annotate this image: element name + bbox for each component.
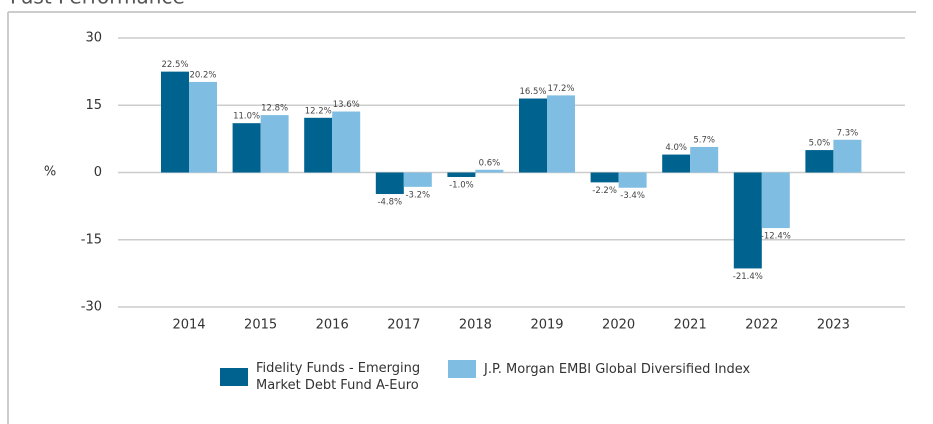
value-label: 20.2% bbox=[189, 70, 216, 80]
value-label: -3.2% bbox=[405, 190, 430, 200]
value-label: 17.2% bbox=[547, 84, 574, 94]
value-label: 13.6% bbox=[333, 100, 360, 110]
bar bbox=[375, 172, 404, 195]
bar bbox=[403, 172, 432, 187]
bar bbox=[618, 172, 647, 188]
x-tick-label: 2015 bbox=[244, 318, 277, 333]
y-tick-label: 30 bbox=[85, 31, 102, 46]
value-label: 11.0% bbox=[233, 112, 260, 122]
y-tick-label: -30 bbox=[81, 300, 102, 315]
bar bbox=[260, 115, 289, 173]
y-tick-label: -15 bbox=[81, 232, 102, 247]
x-tick-label: 2016 bbox=[316, 318, 349, 333]
bar bbox=[232, 123, 261, 173]
value-label: 5.7% bbox=[693, 135, 715, 145]
legend-label: Fidelity Funds - Emerging Market Debt Fu… bbox=[256, 361, 421, 393]
value-label: -12.4% bbox=[761, 232, 791, 242]
y-tick-label: 0 bbox=[94, 165, 102, 180]
bar bbox=[547, 95, 575, 173]
value-label: 7.3% bbox=[837, 128, 859, 138]
bar bbox=[161, 71, 189, 173]
bar bbox=[690, 146, 719, 173]
value-label: 22.5% bbox=[161, 60, 188, 70]
legend-swatch bbox=[220, 368, 248, 386]
bar bbox=[761, 172, 790, 229]
value-label: 4.0% bbox=[665, 143, 687, 153]
x-tick-label: 2020 bbox=[602, 318, 635, 333]
bar bbox=[447, 172, 476, 177]
chart-title: Past Performance bbox=[10, 0, 185, 9]
x-tick-label: 2017 bbox=[387, 318, 420, 333]
value-label: -21.4% bbox=[733, 272, 763, 282]
bar bbox=[833, 139, 862, 173]
x-tick-label: 2023 bbox=[817, 318, 850, 333]
value-label: -1.0% bbox=[449, 180, 474, 190]
value-label: 16.5% bbox=[519, 87, 546, 97]
legend-swatch bbox=[448, 360, 476, 378]
x-tick-label: 2021 bbox=[674, 318, 707, 333]
value-label: 5.0% bbox=[809, 139, 831, 149]
value-label: 0.6% bbox=[479, 158, 501, 168]
x-tick-label: 2019 bbox=[530, 318, 563, 333]
y-axis-label: % bbox=[44, 165, 56, 180]
bar bbox=[805, 150, 834, 173]
y-tick-label: 15 bbox=[85, 98, 102, 113]
legend-item: Fidelity Funds - Emerging Market Debt Fu… bbox=[220, 360, 456, 394]
legend-item: J.P. Morgan EMBI Global Diversified Inde… bbox=[448, 360, 754, 378]
legend-label: J.P. Morgan EMBI Global Diversified Inde… bbox=[484, 361, 751, 377]
x-tick-label: 2022 bbox=[745, 318, 778, 333]
value-label: -2.2% bbox=[592, 186, 617, 196]
value-label: -3.4% bbox=[620, 191, 645, 201]
value-label: 12.8% bbox=[261, 104, 288, 114]
bar bbox=[662, 154, 691, 173]
bar bbox=[332, 111, 361, 173]
bar bbox=[590, 172, 619, 183]
bar bbox=[733, 172, 762, 269]
x-tick-label: 2018 bbox=[459, 318, 492, 333]
x-tick-label: 2014 bbox=[172, 318, 205, 333]
bar bbox=[189, 81, 217, 173]
bar bbox=[519, 98, 547, 173]
value-label: -4.8% bbox=[377, 198, 402, 208]
bar bbox=[475, 169, 504, 173]
bar bbox=[304, 117, 333, 173]
value-label: 12.2% bbox=[305, 106, 332, 116]
